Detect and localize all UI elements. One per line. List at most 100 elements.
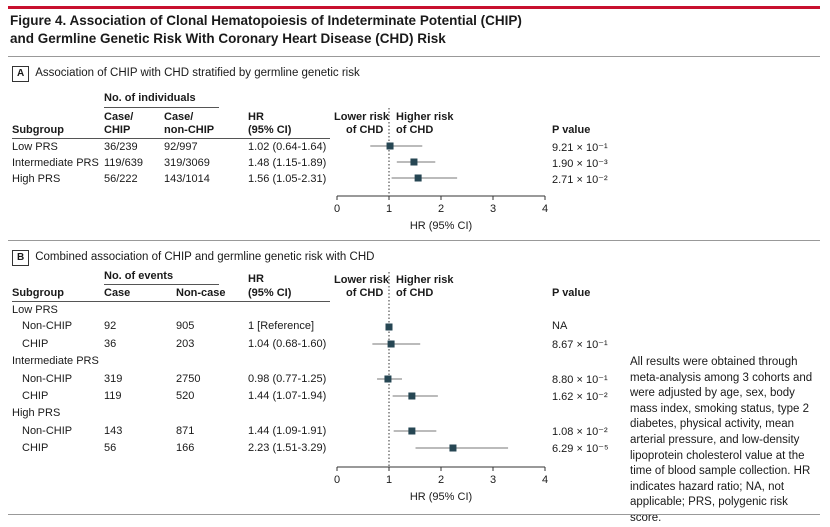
panel-a-col-case-chip-1: Case/ bbox=[104, 111, 134, 123]
panel-b-row-noncase: 520 bbox=[176, 390, 195, 402]
panel-a-row-2-case-chip: 119/639 bbox=[104, 157, 143, 169]
panel-b-row-p: 1.62 × 10⁻² bbox=[552, 391, 608, 403]
panel-a-row-1-p: 9.21 × 10⁻¹ bbox=[552, 142, 608, 154]
panel-a-group-header: No. of individuals bbox=[104, 92, 196, 104]
panel-a-lower-risk-1: Lower risk bbox=[334, 111, 390, 123]
panel-b-heading: B Combined association of CHIP and germli… bbox=[12, 250, 374, 266]
panel-b-lower-risk-2: of CHD bbox=[346, 287, 384, 299]
panel-b-row-noncase: 203 bbox=[176, 338, 195, 350]
panel-a-x-tick-label: 2 bbox=[438, 203, 444, 215]
panel-a-lower-risk-2: of CHD bbox=[346, 124, 384, 136]
panel-b-hr-point bbox=[385, 323, 393, 331]
figure-title-line-2: and Germline Genetic Risk With Coronary … bbox=[10, 31, 446, 46]
panel-b-hr-point bbox=[449, 444, 457, 452]
panel-b-row-label: CHIP bbox=[22, 442, 49, 454]
panel-b-letter: B bbox=[12, 250, 30, 266]
panel-a-heading: A Association of CHIP with CHD stratified… bbox=[12, 66, 360, 82]
panel-b-group-label: High PRS bbox=[12, 407, 61, 419]
panel-a-higher-risk-2: of CHD bbox=[396, 124, 434, 136]
panel-b-header-rule bbox=[12, 301, 330, 302]
panel-b-row-hr: 1.44 (1.07-1.94) bbox=[248, 390, 327, 402]
title-accent-bar bbox=[8, 6, 820, 9]
panel-b-hr-point bbox=[384, 375, 392, 383]
panel-b-col-case: Case bbox=[104, 287, 131, 299]
panel-a-hr-point bbox=[386, 142, 394, 150]
panel-b-row-case: 36 bbox=[104, 338, 117, 350]
panel-a-row-2-p: 1.90 × 10⁻³ bbox=[552, 158, 608, 170]
panel-b-row-hr: 2.23 (1.51-3.29) bbox=[248, 442, 327, 454]
panel-b-row-hr: 1 [Reference] bbox=[248, 320, 315, 332]
panel-a-row-2-hr: 1.48 (1.15-1.89) bbox=[248, 157, 327, 169]
panel-b-row-label: Non-CHIP bbox=[22, 373, 73, 385]
panel-b-row-label: Non-CHIP bbox=[22, 320, 73, 332]
panel-a-col-p: P value bbox=[552, 124, 591, 136]
panel-b-col-p: P value bbox=[552, 287, 591, 299]
panel-b-row-p: NA bbox=[552, 320, 568, 332]
panel-b-group-rule bbox=[104, 284, 219, 285]
panel-a-col-hr-1: HR bbox=[248, 111, 264, 123]
panel-a-col-subgroup: Subgroup bbox=[12, 124, 64, 136]
panel-a-row-1-subgroup: Low PRS bbox=[12, 141, 58, 153]
panel-b-group-label: Low PRS bbox=[12, 304, 58, 316]
panel-b-col-subgroup: Subgroup bbox=[12, 287, 64, 299]
panel-b-x-tick-label: 4 bbox=[542, 474, 548, 486]
panel-a-row-1-hr: 1.02 (0.64-1.64) bbox=[248, 141, 327, 153]
panel-b-row-hr: 0.98 (0.77-1.25) bbox=[248, 373, 327, 385]
panel-a-higher-risk-1: Higher risk bbox=[396, 111, 454, 123]
panel-a-x-tick-label: 3 bbox=[490, 203, 496, 215]
panel-b-x-tick-label: 3 bbox=[490, 474, 496, 486]
title-divider bbox=[8, 56, 820, 57]
panel-a-col-case-nonchip-1: Case/ bbox=[164, 111, 194, 123]
panel-b-row-hr: 1.44 (1.09-1.91) bbox=[248, 425, 327, 437]
panel-b-col-hr-2: (95% CI) bbox=[248, 287, 292, 299]
panel-b-row-p: 8.67 × 10⁻¹ bbox=[552, 339, 608, 351]
panel-a-row-1-case-nonchip: 92/997 bbox=[164, 141, 198, 153]
panel-a-hr-point bbox=[414, 174, 422, 182]
panel-a-row-2-subgroup: Intermediate PRS bbox=[12, 157, 99, 169]
panel-b-group-header: No. of events bbox=[104, 270, 174, 282]
panel-b-x-tick-label: 1 bbox=[386, 474, 392, 486]
panel-b-row-p: 8.80 × 10⁻¹ bbox=[552, 374, 608, 386]
panel-a-row-3-case-chip: 56/222 bbox=[104, 173, 138, 185]
panel-a-col-case-nonchip-2: non-CHIP bbox=[164, 124, 215, 136]
panel-a-group-rule bbox=[104, 107, 219, 108]
bottom-rule bbox=[8, 514, 820, 515]
panel-b-row-hr: 1.04 (0.68-1.60) bbox=[248, 338, 327, 350]
panel-b-row-noncase: 2750 bbox=[176, 373, 201, 385]
panel-b-row-noncase: 871 bbox=[176, 425, 195, 437]
panel-b-row-case: 143 bbox=[104, 425, 123, 437]
panel-b-row-case: 319 bbox=[104, 373, 123, 385]
panel-a-x-axis-label: HR (95% CI) bbox=[410, 220, 472, 232]
panel-a-heading-text: Association of CHIP with CHD stratified … bbox=[35, 67, 360, 79]
panel-b-x-tick-label: 2 bbox=[438, 474, 444, 486]
panel-b-hr-point bbox=[387, 340, 395, 348]
panel-a-x-tick-label: 0 bbox=[334, 203, 340, 215]
panel-b-higher-risk-1: Higher risk bbox=[396, 274, 454, 286]
panel-b-col-hr-1: HR bbox=[248, 273, 264, 285]
panel-a-x-tick-label: 4 bbox=[542, 203, 548, 215]
panel-b-row-case: 119 bbox=[104, 390, 122, 402]
panel-b-row-label: CHIP bbox=[22, 390, 49, 402]
panel-b-col-noncase: Non-case bbox=[176, 287, 226, 299]
panel-b-higher-risk-2: of CHD bbox=[396, 287, 434, 299]
panel-b-heading-text: Combined association of CHIP and germlin… bbox=[35, 251, 375, 263]
panel-a-x-tick-label: 1 bbox=[386, 203, 392, 215]
panel-b-lower-risk-1: Lower risk bbox=[334, 274, 390, 286]
panel-a-row-3-case-nonchip: 143/1014 bbox=[164, 173, 210, 185]
figure-title-line-1: Figure 4. Association of Clonal Hematopo… bbox=[10, 13, 522, 28]
panel-b-row-case: 56 bbox=[104, 442, 117, 454]
panel-b-row-case: 92 bbox=[104, 320, 117, 332]
panel-a-row-2-case-nonchip: 319/3069 bbox=[164, 157, 210, 169]
panel-a-letter: A bbox=[12, 66, 30, 82]
panel-b-row-noncase: 905 bbox=[176, 320, 195, 332]
panel-a-row-3-subgroup: High PRS bbox=[12, 173, 61, 185]
panel-b-x-axis-label: HR (95% CI) bbox=[410, 491, 472, 503]
panel-b-hr-point bbox=[408, 392, 416, 400]
panel-b-row-p: 6.29 × 10⁻⁵ bbox=[552, 443, 609, 455]
panel-b-row-label: CHIP bbox=[22, 338, 49, 350]
panel-a-col-hr-2: (95% CI) bbox=[248, 124, 292, 136]
panel-a-row-1-case-chip: 36/239 bbox=[104, 141, 138, 153]
panel-divider bbox=[8, 240, 820, 241]
panel-a-header-rule bbox=[12, 138, 330, 139]
panel-a-col-case-chip-2: CHIP bbox=[104, 124, 131, 136]
